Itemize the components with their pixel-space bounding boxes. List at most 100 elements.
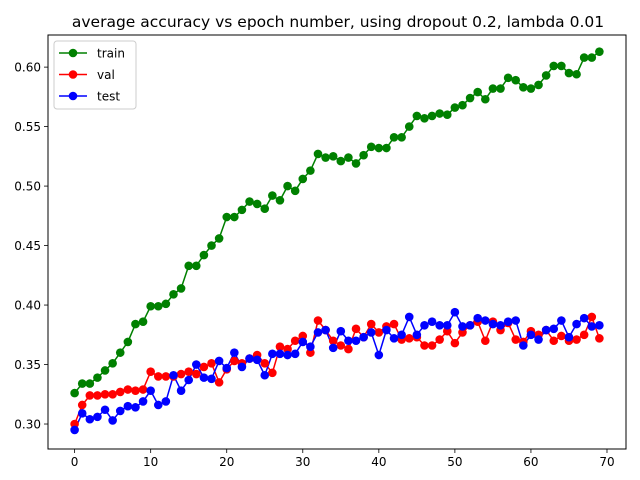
data-point-train-18 — [207, 241, 216, 250]
data-point-val-26 — [268, 368, 277, 378]
data-point-val-58 — [511, 335, 521, 344]
data-point-test-4 — [100, 405, 110, 415]
data-point-val-17 — [199, 362, 209, 372]
data-point-train-42 — [389, 133, 399, 142]
data-point-train-10 — [146, 301, 155, 311]
data-point-train-17 — [199, 250, 209, 260]
data-point-test-31 — [306, 342, 315, 351]
data-point-test-45 — [412, 330, 422, 340]
data-point-train-34 — [328, 152, 338, 161]
data-point-val-25 — [260, 359, 270, 368]
data-point-test-15 — [184, 375, 193, 385]
axis-ticks: 0 10 20 30 40 50 60 70 0.30 0.35 0.40 0.45 0.50 0.55 0… — [14, 60, 614, 469]
data-point-val-46 — [420, 341, 429, 350]
data-point-test-22 — [237, 362, 247, 372]
x-tick-label-70: 70 — [599, 455, 614, 469]
data-point-train-67 — [579, 53, 589, 62]
data-point-val-49 — [442, 326, 452, 336]
data-point-train-31 — [306, 166, 315, 175]
data-point-val-5 — [108, 389, 117, 399]
data-point-train-39 — [366, 142, 376, 152]
data-point-train-40 — [374, 143, 384, 153]
data-point-test-55 — [488, 319, 498, 329]
data-point-val-28 — [283, 344, 292, 354]
data-point-test-25 — [260, 370, 270, 380]
data-point-train-47 — [427, 111, 437, 121]
data-point-test-9 — [138, 397, 148, 406]
data-point-test-16 — [192, 360, 201, 369]
data-point-train-66 — [572, 69, 581, 79]
data-point-train-28 — [283, 181, 292, 191]
data-point-test-65 — [564, 332, 574, 342]
legend: train val test — [53, 40, 137, 110]
data-point-test-34 — [328, 343, 338, 353]
data-point-test-66 — [572, 319, 581, 329]
legend-marker-train — [68, 48, 78, 58]
data-point-train-60 — [526, 84, 536, 93]
data-point-val-64 — [557, 331, 566, 341]
data-point-val-63 — [549, 336, 559, 346]
data-point-test-42 — [389, 334, 399, 343]
data-point-train-54 — [481, 94, 490, 104]
data-point-val-50 — [450, 338, 460, 348]
data-point-train-33 — [321, 153, 330, 162]
data-point-train-14 — [176, 284, 186, 293]
data-point-val-68 — [587, 312, 597, 322]
data-point-test-67 — [579, 313, 589, 323]
data-point-test-8 — [131, 403, 140, 412]
data-point-val-10 — [146, 367, 155, 376]
legend-label-val: val — [97, 68, 115, 82]
data-point-val-54 — [481, 336, 490, 346]
data-point-train-7 — [123, 337, 133, 347]
data-point-val-6 — [115, 387, 125, 397]
data-point-test-59 — [519, 341, 528, 350]
data-point-train-52 — [465, 93, 475, 103]
data-point-test-61 — [534, 335, 543, 344]
data-point-test-36 — [344, 336, 353, 346]
data-point-train-21 — [230, 212, 239, 222]
data-point-test-17 — [199, 373, 209, 382]
data-point-train-0 — [70, 388, 79, 398]
data-point-test-58 — [511, 316, 521, 325]
data-point-test-49 — [442, 320, 452, 330]
legend-label-train: train — [97, 46, 125, 60]
data-point-train-12 — [161, 299, 171, 309]
data-point-test-53 — [473, 313, 483, 323]
data-point-val-19 — [214, 378, 224, 387]
x-tick-label-30: 30 — [295, 455, 310, 469]
data-point-val-1 — [77, 400, 87, 410]
data-point-test-46 — [420, 320, 429, 330]
data-point-val-66 — [572, 335, 581, 344]
data-point-test-37 — [351, 336, 361, 346]
data-point-test-1 — [77, 409, 87, 418]
data-point-val-44 — [404, 334, 414, 343]
data-point-train-63 — [549, 61, 559, 71]
data-point-val-16 — [192, 369, 201, 379]
data-point-train-25 — [260, 204, 270, 213]
plot-area — [48, 35, 626, 449]
data-point-train-51 — [458, 100, 467, 110]
axes-frame — [47, 34, 627, 450]
data-point-train-6 — [115, 348, 125, 357]
data-point-test-43 — [397, 330, 406, 340]
legend-marker-test — [68, 91, 78, 101]
data-point-test-14 — [176, 386, 186, 396]
data-point-val-32 — [313, 316, 323, 325]
data-point-test-10 — [146, 386, 155, 396]
data-point-train-5 — [108, 359, 117, 368]
data-point-train-57 — [503, 73, 513, 83]
data-point-val-51 — [458, 328, 467, 337]
data-point-val-27 — [275, 342, 285, 351]
data-point-val-40 — [374, 328, 384, 337]
data-point-test-26 — [268, 349, 277, 359]
data-point-test-44 — [404, 312, 414, 322]
data-point-test-57 — [503, 317, 513, 327]
data-point-train-2 — [85, 379, 95, 388]
data-point-val-0 — [70, 419, 79, 429]
data-point-test-38 — [359, 332, 368, 342]
data-point-train-45 — [412, 111, 422, 121]
data-point-test-29 — [290, 349, 300, 359]
data-point-train-53 — [473, 87, 483, 97]
data-point-test-69 — [595, 320, 604, 330]
data-point-val-36 — [344, 344, 353, 354]
